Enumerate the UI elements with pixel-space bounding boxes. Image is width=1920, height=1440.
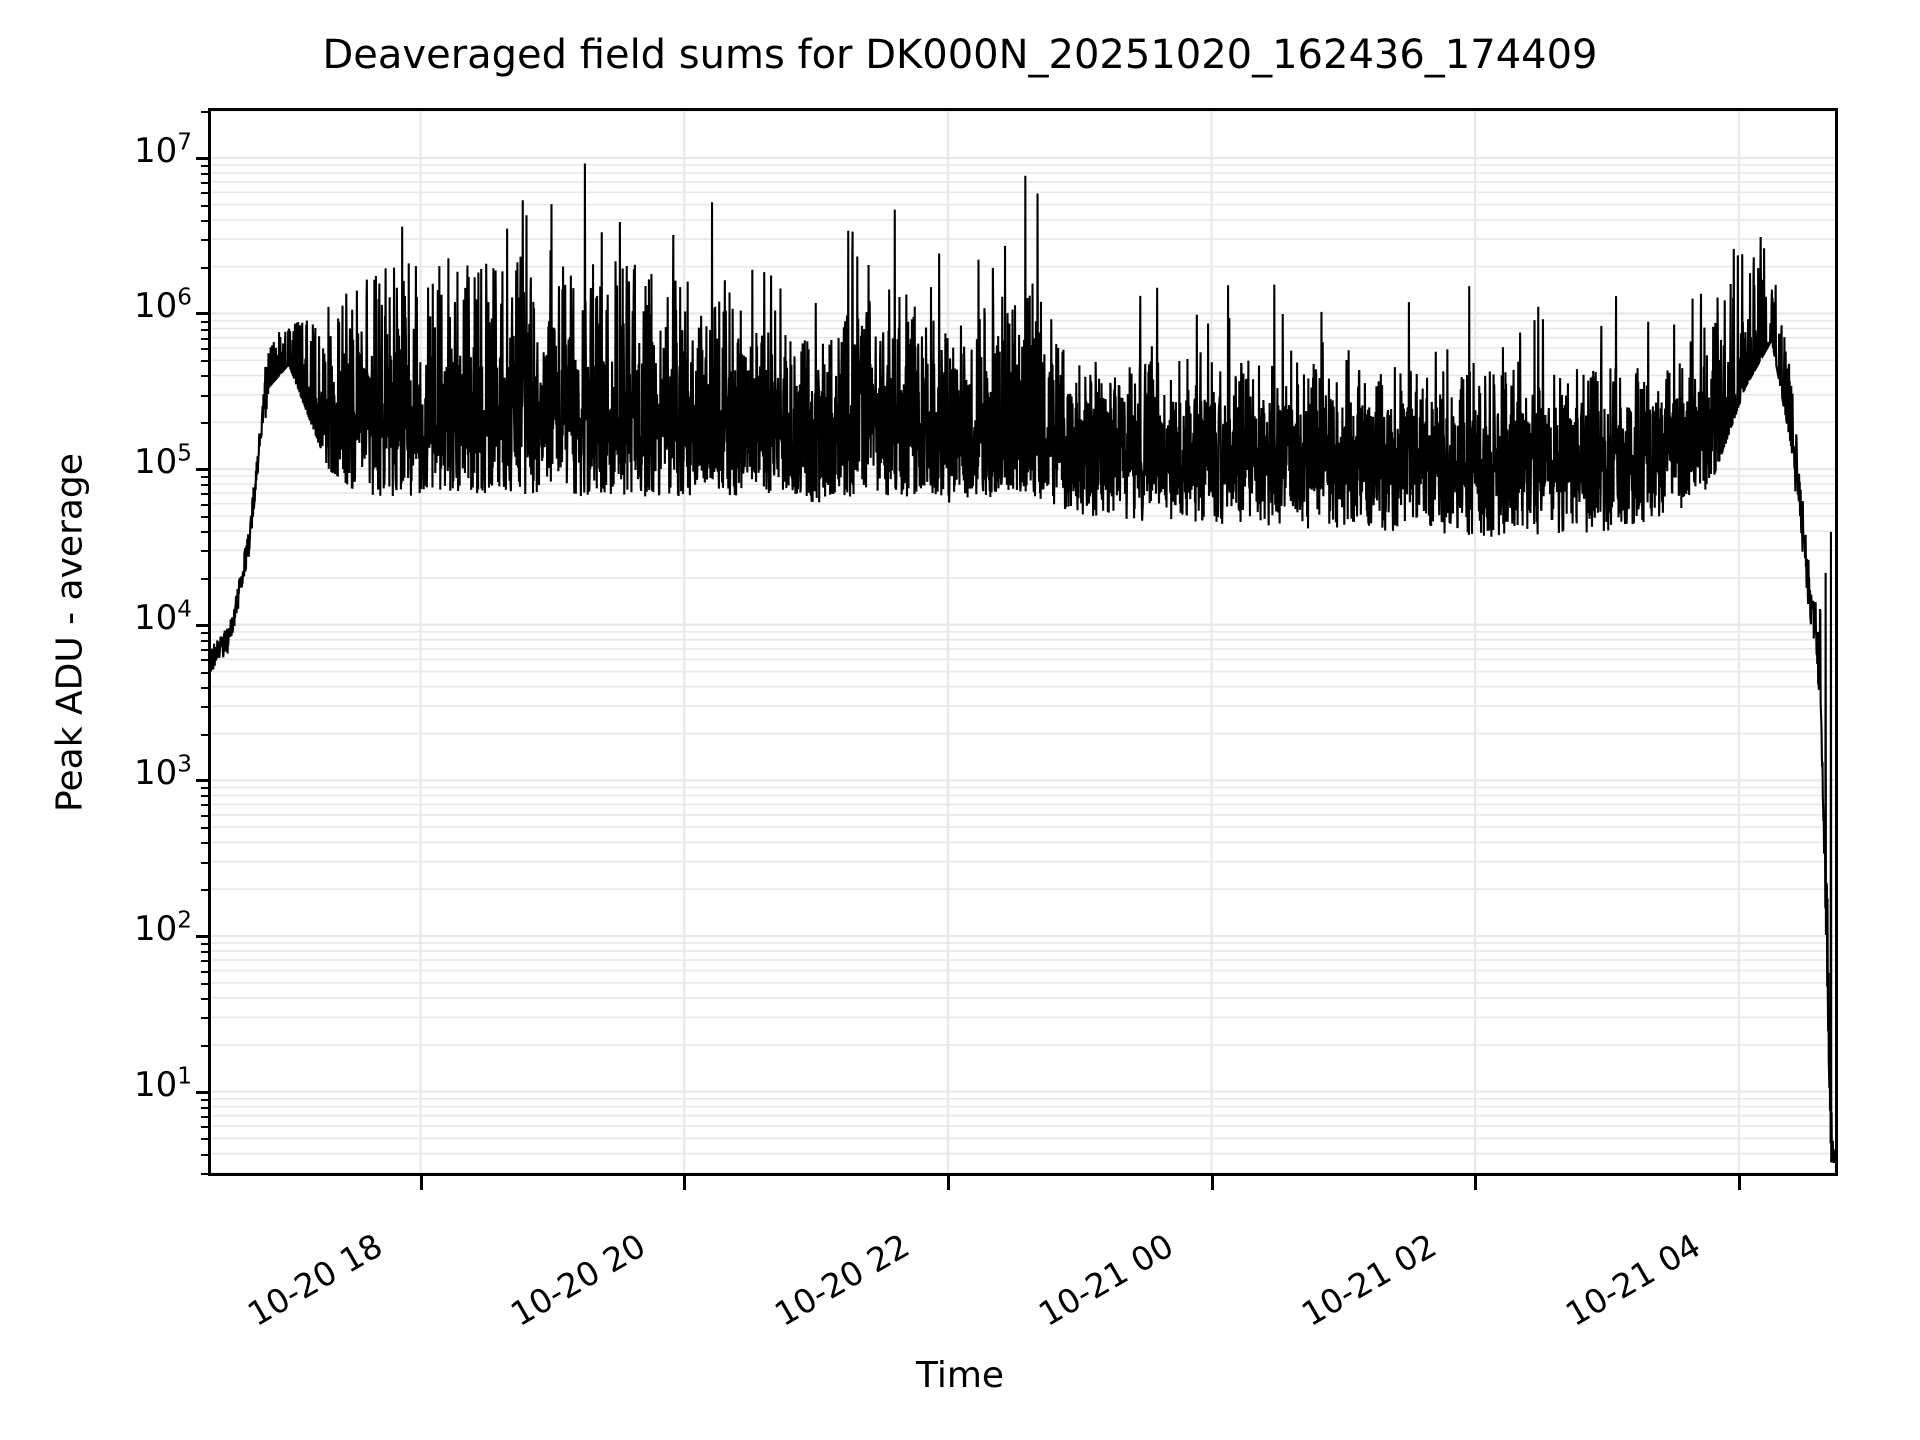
y-minor-tick-mark <box>201 997 209 1000</box>
y-minor-tick-mark <box>201 1115 209 1118</box>
y-minor-tick-mark <box>201 164 209 167</box>
y-minor-tick-mark <box>201 550 209 553</box>
y-minor-tick-mark <box>201 422 209 425</box>
y-minor-tick-mark <box>201 1044 209 1047</box>
data-series-layer <box>211 163 1835 1164</box>
page-title: Deaveraged field sums for DK000N_2025102… <box>322 32 1598 78</box>
y-minor-tick-mark <box>201 219 209 222</box>
y-minor-tick-mark <box>201 889 209 892</box>
y-minor-tick-mark <box>201 360 209 363</box>
y-minor-tick-mark <box>201 577 209 580</box>
x-tick-label: 10-20 20 <box>504 1225 653 1334</box>
y-tick-label: 105 <box>134 440 192 483</box>
y-minor-tick-mark <box>201 320 209 323</box>
x-tick-label: 10-20 18 <box>240 1225 389 1334</box>
y-tick-label: 103 <box>134 752 192 794</box>
y-minor-tick-mark <box>201 648 209 651</box>
plot-area[interactable] <box>208 108 1838 1176</box>
y-minor-tick-mark <box>201 476 209 479</box>
y-minor-tick-mark <box>201 1173 209 1175</box>
y-minor-tick-mark <box>201 827 209 830</box>
y-minor-tick-mark <box>201 1098 209 1101</box>
y-minor-tick-mark <box>201 842 209 845</box>
y-minor-tick-mark <box>201 970 209 973</box>
y-minor-tick-mark <box>201 111 209 113</box>
x-tick-label: 10-21 04 <box>1558 1225 1707 1334</box>
y-minor-tick-mark <box>201 1126 209 1129</box>
y-minor-tick-mark <box>201 266 209 269</box>
y-tick-mark <box>196 468 209 472</box>
y-minor-tick-mark <box>201 951 209 954</box>
y-minor-tick-mark <box>201 814 209 817</box>
x-tick-label: 10-21 00 <box>1031 1225 1180 1334</box>
y-minor-tick-mark <box>201 503 209 506</box>
y-minor-tick-mark <box>201 204 209 207</box>
y-minor-tick-mark <box>201 861 209 864</box>
y-minor-tick-mark <box>201 1138 209 1141</box>
y-minor-tick-mark <box>201 659 209 662</box>
y-tick-label: 102 <box>134 907 192 949</box>
y-tick-label: 104 <box>134 596 192 638</box>
y-minor-tick-mark <box>201 328 209 331</box>
y-minor-tick-mark <box>201 686 209 689</box>
y-minor-tick-mark <box>201 631 209 634</box>
y-minor-tick-mark <box>201 484 209 487</box>
x-tick-mark <box>1737 1176 1741 1190</box>
y-tick-label: 101 <box>134 1063 192 1105</box>
y-minor-tick-mark <box>201 515 209 518</box>
y-minor-tick-mark <box>201 960 209 963</box>
y-minor-tick-mark <box>201 181 209 184</box>
y-tick-mark <box>196 934 209 938</box>
x-tick-mark <box>946 1176 950 1190</box>
y-tick-mark <box>196 623 209 627</box>
y-minor-tick-mark <box>201 531 209 534</box>
y-minor-tick-mark <box>201 239 209 242</box>
x-tick-label: 10-21 02 <box>1295 1225 1444 1334</box>
y-tick-label: 106 <box>134 285 192 327</box>
y-minor-tick-mark <box>201 733 209 736</box>
y-minor-tick-mark <box>201 375 209 378</box>
y-tick-label: 107 <box>134 129 192 171</box>
x-tick-mark <box>683 1176 687 1190</box>
series-plot <box>211 111 1835 1173</box>
y-minor-tick-mark <box>201 795 209 798</box>
y-minor-tick-mark <box>201 804 209 807</box>
x-tick-mark <box>1210 1176 1214 1190</box>
y-minor-tick-mark <box>201 706 209 709</box>
x-tick-mark <box>1474 1176 1478 1190</box>
y-minor-tick-mark <box>201 172 209 175</box>
y-tick-mark <box>196 779 209 783</box>
y-tick-mark <box>196 312 209 316</box>
y-tick-mark <box>196 1090 209 1094</box>
series-line <box>211 163 1835 1164</box>
y-minor-tick-mark <box>201 1106 209 1109</box>
y-axis-tick-labels: 107 106 105 104 103 102 101 <box>80 0 192 1440</box>
y-minor-tick-mark <box>201 192 209 195</box>
y-minor-tick-mark <box>201 1017 209 1020</box>
x-tick-mark <box>419 1176 423 1190</box>
gridlines <box>211 111 1835 1173</box>
y-minor-tick-mark <box>201 348 209 350</box>
x-axis-label: Time <box>915 1355 1005 1396</box>
y-minor-tick-mark <box>201 493 209 496</box>
y-minor-tick-mark <box>201 787 209 790</box>
y-minor-tick-mark <box>201 943 209 946</box>
y-minor-tick-mark <box>201 671 209 674</box>
y-minor-tick-mark <box>201 639 209 642</box>
y-minor-tick-mark <box>201 394 209 397</box>
y-minor-tick-mark <box>201 982 209 985</box>
y-minor-tick-mark <box>201 1153 209 1156</box>
y-tick-mark <box>196 156 209 160</box>
x-tick-label: 10-20 22 <box>767 1225 916 1334</box>
y-minor-tick-mark <box>201 337 209 340</box>
